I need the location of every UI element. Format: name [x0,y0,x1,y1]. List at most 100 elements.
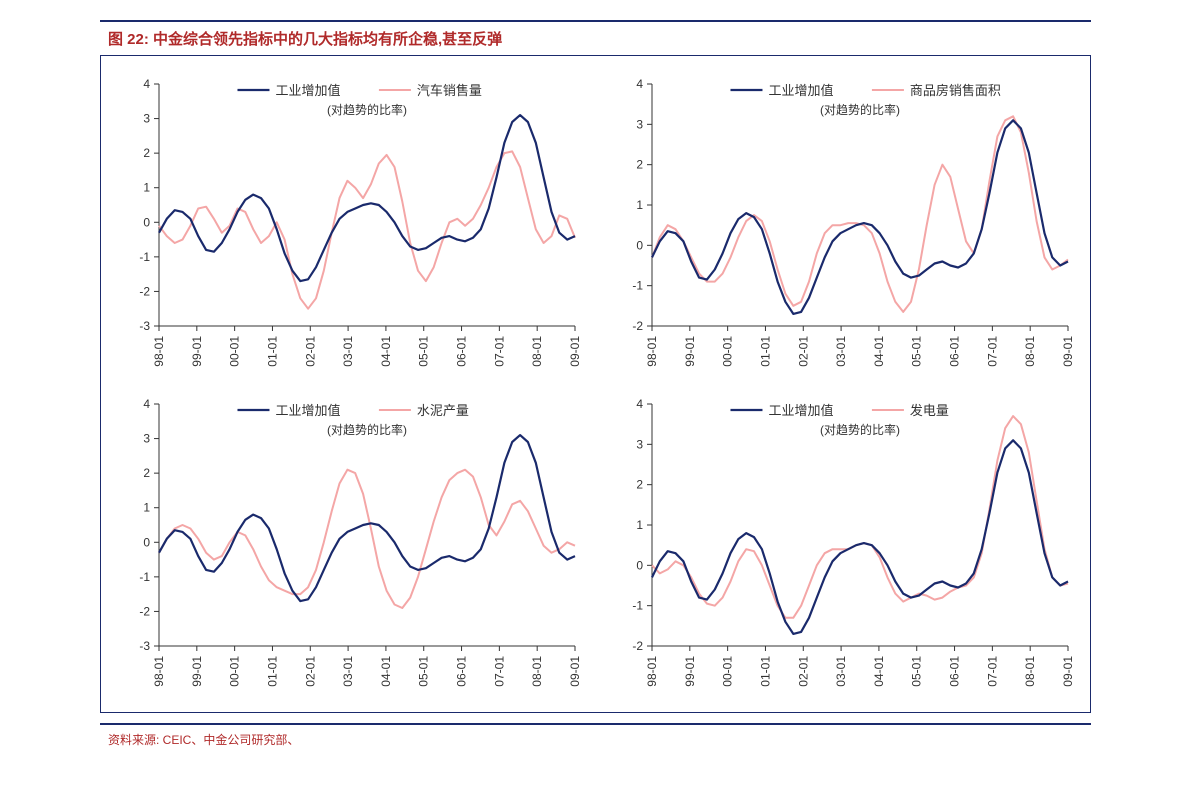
svg-text:08-01: 08-01 [530,336,544,367]
chart-panel-bottom-right: -2 -1 0 1 2 3 4 98-01 99-01 00-01 01-01 02-01 03-01… [600,386,1085,706]
svg-text:0: 0 [143,535,150,549]
svg-text:-2: -2 [632,639,643,653]
svg-text:04-01: 04-01 [871,336,885,367]
svg-text:06-01: 06-01 [455,336,469,367]
source-text: 资料来源: CEIC、中金公司研究部、 [100,733,299,747]
svg-text:-1: -1 [632,279,643,293]
svg-text:05-01: 05-01 [417,656,431,687]
svg-text:02-01: 02-01 [796,336,810,367]
svg-text:4: 4 [636,77,643,91]
svg-text:(对趋势的比率): (对趋势的比率) [820,422,900,437]
svg-text:0: 0 [636,558,643,572]
svg-text:07-01: 07-01 [985,336,999,367]
svg-text:05-01: 05-01 [417,336,431,367]
svg-text:99-01: 99-01 [682,656,696,687]
chart-panel-top-right: -2 -1 0 1 2 3 4 98-01 99-01 00-01 01-01 02-01 03-01… [600,66,1085,386]
svg-text:01-01: 01-01 [265,656,279,687]
svg-text:02-01: 02-01 [303,336,317,367]
svg-text:04-01: 04-01 [871,656,885,687]
svg-text:3: 3 [143,112,150,126]
svg-text:08-01: 08-01 [1023,336,1037,367]
svg-text:03-01: 03-01 [341,656,355,687]
svg-text:工业增加值: 工业增加值 [768,83,833,98]
svg-text:00-01: 00-01 [228,336,242,367]
svg-text:06-01: 06-01 [455,656,469,687]
svg-text:08-01: 08-01 [1023,656,1037,687]
svg-text:2: 2 [143,466,150,480]
svg-text:1: 1 [636,198,643,212]
svg-text:01-01: 01-01 [758,336,772,367]
svg-text:09-01: 09-01 [568,656,582,687]
svg-text:07-01: 07-01 [985,656,999,687]
svg-text:-1: -1 [632,599,643,613]
svg-text:09-01: 09-01 [568,336,582,367]
footer-bar: 资料来源: CEIC、中金公司研究部、 [100,723,1091,749]
svg-text:98-01: 98-01 [645,336,659,367]
figure-22: 图 22: 中金综合领先指标中的几大指标均有所企稳,甚至反弹 -3 -2 -1 0 1 2… [0,0,1191,779]
svg-text:99-01: 99-01 [190,656,204,687]
svg-text:09-01: 09-01 [1061,336,1075,367]
svg-text:2: 2 [636,478,643,492]
svg-text:03-01: 03-01 [834,656,848,687]
svg-text:0: 0 [143,215,150,229]
svg-text:(对趋势的比率): (对趋势的比率) [820,102,900,117]
charts-container: -3-2-101234 98-0199-0100-0101-0102-0103-… [100,55,1091,713]
svg-text:98-01: 98-01 [152,656,166,687]
svg-text:3: 3 [143,432,150,446]
svg-text:06-01: 06-01 [947,336,961,367]
svg-text:工业增加值: 工业增加值 [768,403,833,418]
svg-text:-2: -2 [139,604,150,618]
svg-text:工业增加值: 工业增加值 [275,403,340,418]
svg-text:-3: -3 [139,319,150,333]
svg-text:99-01: 99-01 [190,336,204,367]
svg-text:工业增加值: 工业增加值 [275,83,340,98]
svg-text:08-01: 08-01 [530,656,544,687]
svg-text:(对趋势的比率): (对趋势的比率) [327,102,407,117]
svg-text:04-01: 04-01 [379,336,393,367]
svg-text:水泥产量: 水泥产量 [417,403,469,418]
svg-text:-3: -3 [139,639,150,653]
svg-text:00-01: 00-01 [228,656,242,687]
chart-panel-bottom-left: -3 -2 -1 0 1 2 3 4 98-01 99-01 00-01 01-01 02-01 03-… [107,386,592,706]
title-bar: 图 22: 中金综合领先指标中的几大指标均有所企稳,甚至反弹 [100,20,1091,53]
svg-text:4: 4 [636,397,643,411]
svg-text:1: 1 [143,501,150,515]
svg-text:汽车销售量: 汽车销售量 [417,83,482,98]
figure-title: 图 22: 中金综合领先指标中的几大指标均有所企稳,甚至反弹 [108,31,502,48]
svg-text:1: 1 [143,181,150,195]
svg-text:05-01: 05-01 [909,656,923,687]
svg-text:-2: -2 [632,319,643,333]
svg-text:4: 4 [143,397,150,411]
svg-text:03-01: 03-01 [341,336,355,367]
chart-panel-top-left: -3 -2 -1 0 1 2 3 4 98-01 99-01 00-01 01-01 02-01 03-… [107,66,592,386]
svg-text:00-01: 00-01 [720,656,734,687]
svg-text:99-01: 99-01 [682,336,696,367]
svg-text:-1: -1 [139,250,150,264]
svg-text:09-01: 09-01 [1061,656,1075,687]
svg-text:98-01: 98-01 [645,656,659,687]
svg-text:07-01: 07-01 [492,656,506,687]
svg-text:(对趋势的比率): (对趋势的比率) [327,422,407,437]
svg-text:0: 0 [636,238,643,252]
svg-text:03-01: 03-01 [834,336,848,367]
svg-text:2: 2 [143,146,150,160]
svg-text:02-01: 02-01 [796,656,810,687]
svg-text:06-01: 06-01 [947,656,961,687]
svg-text:-2: -2 [139,284,150,298]
svg-text:3: 3 [636,117,643,131]
svg-text:-1: -1 [139,570,150,584]
svg-text:3: 3 [636,437,643,451]
svg-text:02-01: 02-01 [303,656,317,687]
svg-text:4: 4 [143,77,150,91]
svg-text:00-01: 00-01 [720,336,734,367]
svg-text:发电量: 发电量 [909,403,948,418]
svg-text:商品房销售面积: 商品房销售面积 [909,83,1000,98]
svg-text:07-01: 07-01 [492,336,506,367]
svg-text:01-01: 01-01 [758,656,772,687]
svg-text:04-01: 04-01 [379,656,393,687]
svg-text:05-01: 05-01 [909,336,923,367]
svg-text:2: 2 [636,158,643,172]
svg-text:01-01: 01-01 [265,336,279,367]
svg-text:98-01: 98-01 [152,336,166,367]
svg-text:1: 1 [636,518,643,532]
